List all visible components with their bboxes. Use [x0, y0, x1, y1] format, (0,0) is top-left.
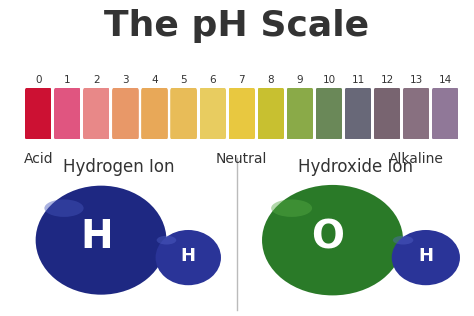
- FancyBboxPatch shape: [432, 88, 459, 140]
- FancyBboxPatch shape: [170, 88, 197, 140]
- Text: O: O: [311, 218, 345, 256]
- Text: 6: 6: [210, 75, 216, 85]
- Text: 11: 11: [351, 75, 365, 85]
- FancyBboxPatch shape: [316, 88, 342, 140]
- FancyBboxPatch shape: [25, 88, 52, 140]
- Text: H: H: [81, 218, 113, 256]
- Ellipse shape: [36, 185, 166, 295]
- FancyBboxPatch shape: [374, 88, 401, 140]
- Text: 12: 12: [381, 75, 394, 85]
- Ellipse shape: [393, 236, 413, 245]
- FancyBboxPatch shape: [141, 88, 168, 140]
- Text: 10: 10: [322, 75, 336, 85]
- Text: 0: 0: [35, 75, 42, 85]
- FancyBboxPatch shape: [286, 88, 313, 140]
- Ellipse shape: [155, 230, 221, 285]
- Text: 5: 5: [180, 75, 187, 85]
- Text: Hydrogen Ion: Hydrogen Ion: [63, 158, 174, 176]
- Text: The pH Scale: The pH Scale: [104, 9, 370, 44]
- Text: 2: 2: [93, 75, 100, 85]
- Text: 14: 14: [438, 75, 452, 85]
- Text: 1: 1: [64, 75, 71, 85]
- Ellipse shape: [45, 199, 83, 217]
- FancyBboxPatch shape: [228, 88, 255, 140]
- FancyBboxPatch shape: [257, 88, 284, 140]
- Text: 4: 4: [151, 75, 158, 85]
- FancyBboxPatch shape: [54, 88, 81, 140]
- Text: H: H: [419, 247, 433, 265]
- FancyBboxPatch shape: [112, 88, 139, 140]
- Ellipse shape: [156, 236, 176, 245]
- Text: H: H: [181, 247, 196, 265]
- Text: 3: 3: [122, 75, 129, 85]
- Text: Hydroxide Ion: Hydroxide Ion: [298, 158, 413, 176]
- Text: 9: 9: [297, 75, 303, 85]
- FancyBboxPatch shape: [403, 88, 429, 140]
- Text: 7: 7: [238, 75, 245, 85]
- Text: 13: 13: [410, 75, 423, 85]
- Text: Neutral: Neutral: [216, 152, 267, 166]
- FancyBboxPatch shape: [345, 88, 372, 140]
- Text: Alkaline: Alkaline: [389, 152, 444, 166]
- Text: Acid: Acid: [23, 152, 53, 166]
- Ellipse shape: [271, 199, 312, 217]
- FancyBboxPatch shape: [83, 88, 110, 140]
- Text: 8: 8: [267, 75, 274, 85]
- Ellipse shape: [262, 185, 403, 295]
- FancyBboxPatch shape: [199, 88, 226, 140]
- Ellipse shape: [392, 230, 460, 285]
